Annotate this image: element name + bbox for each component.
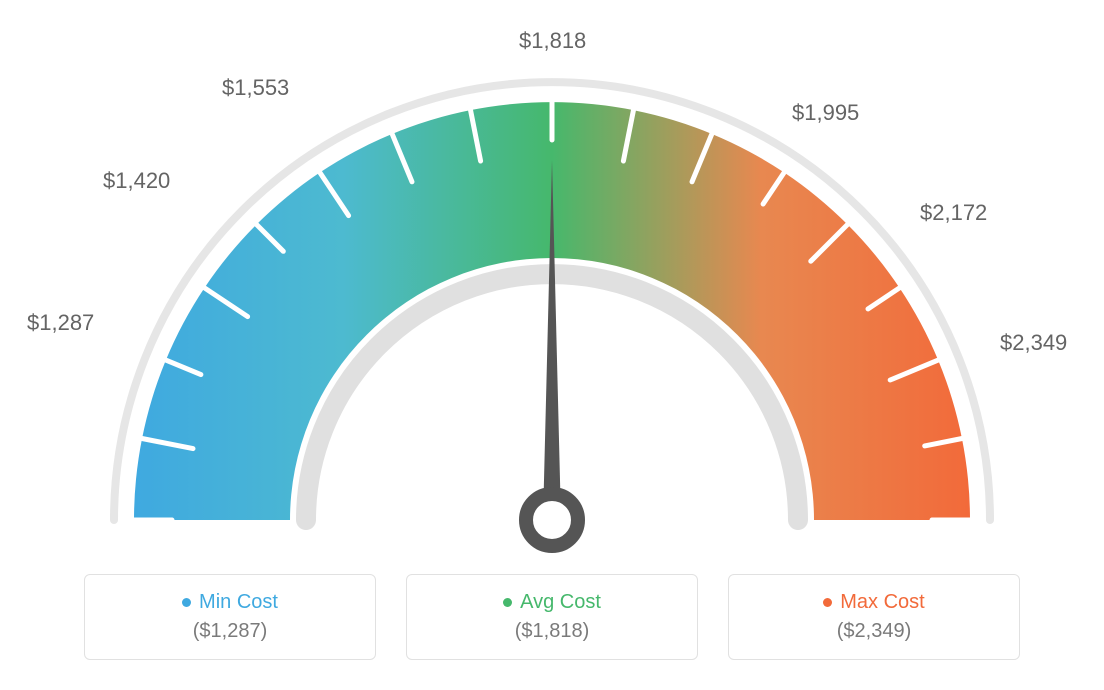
legend-min-label: Min Cost [199,591,278,614]
legend-max-dot [823,598,832,607]
legend-row: Min Cost ($1,287) Avg Cost ($1,818) Max … [0,574,1104,660]
gauge-chart: $1,287 $1,420 $1,553 $1,818 $1,995 $2,17… [0,20,1104,570]
legend-max-title: Max Cost [823,591,924,614]
tick-label-1: $1,420 [103,168,170,194]
legend-min-title: Min Cost [182,591,278,614]
tick-label-5: $2,172 [920,200,987,226]
legend-avg-label: Avg Cost [520,591,601,614]
legend-min-dot [182,598,191,607]
tick-label-0: $1,287 [27,310,94,336]
chart-container: $1,287 $1,420 $1,553 $1,818 $1,995 $2,17… [0,0,1104,690]
legend-avg-value: ($1,818) [407,620,697,643]
legend-avg-dot [503,598,512,607]
legend-max-label: Max Cost [840,591,924,614]
legend-card-avg: Avg Cost ($1,818) [406,574,698,660]
legend-card-max: Max Cost ($2,349) [728,574,1020,660]
gauge-svg [0,20,1104,580]
legend-avg-title: Avg Cost [503,591,601,614]
legend-max-value: ($2,349) [729,620,1019,643]
tick-label-3: $1,818 [519,28,586,54]
tick-label-6: $2,349 [1000,330,1067,356]
legend-card-min: Min Cost ($1,287) [84,574,376,660]
tick-label-2: $1,553 [222,75,289,101]
legend-min-value: ($1,287) [85,620,375,643]
tick-label-4: $1,995 [792,100,859,126]
